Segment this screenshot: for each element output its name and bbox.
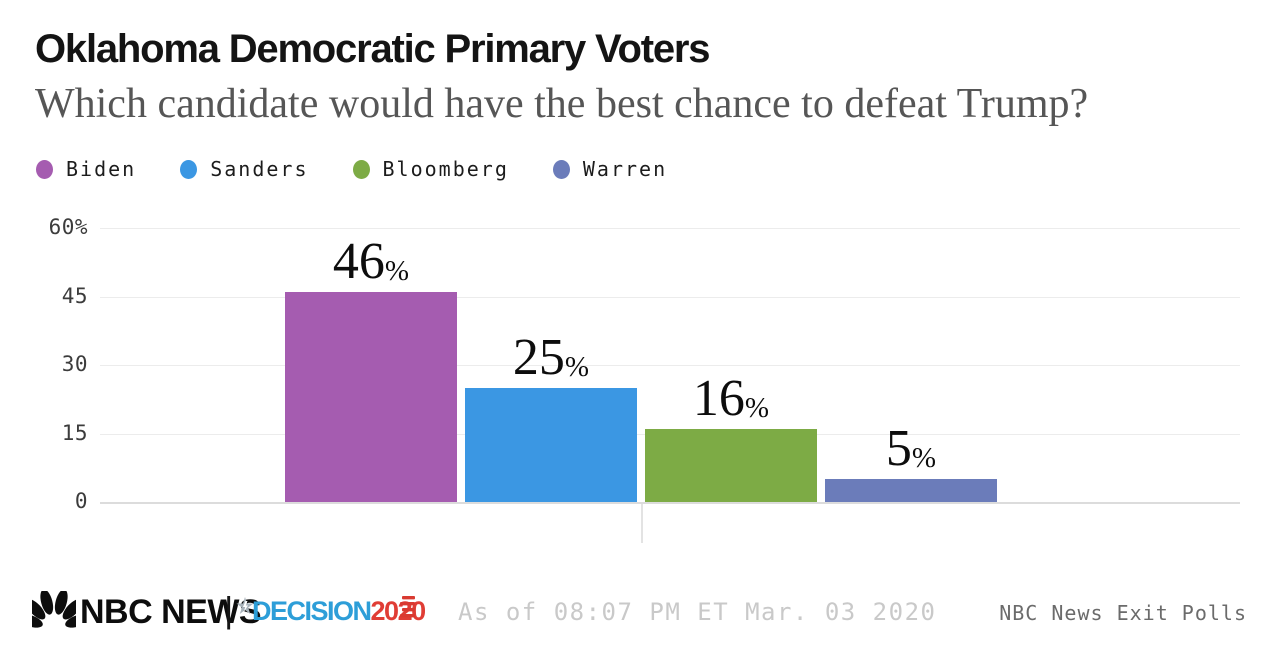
footer-separator: |: [224, 589, 234, 630]
timestamp: As of 08:07 PM ET Mar. 03 2020: [458, 598, 937, 626]
legend-dot-icon: [36, 159, 53, 179]
nbc-news-wordmark: NBC NEWS: [80, 593, 262, 631]
bar-value-number: 25: [512, 329, 565, 387]
gridline-0: [100, 502, 1240, 504]
legend-label: Warren: [582, 157, 668, 181]
y-axis-tick-label: 45: [61, 284, 88, 308]
footer: NBC NEWS | DECISION 2020 As of 08:07 PM …: [0, 585, 1280, 645]
page-title: Oklahoma Democratic Primary Voters: [35, 27, 711, 71]
chart-legend: Biden Sanders Bloomberg Warren: [36, 157, 667, 181]
bar-value-number: 5: [885, 420, 912, 478]
bar-warren: [825, 479, 997, 502]
legend-label: Sanders: [210, 157, 309, 181]
page-subtitle: Which candidate would have the best chan…: [35, 81, 1089, 127]
y-axis-tick-label: 30: [61, 352, 88, 376]
legend-item-biden: Biden: [36, 157, 136, 181]
legend-dot-icon: [552, 159, 570, 179]
percent-sign: %: [744, 391, 770, 424]
legend-item-warren: Warren: [552, 157, 668, 181]
gridline-30: [100, 365, 1240, 366]
legend-dot-icon: [352, 159, 370, 179]
percent-sign: %: [564, 350, 590, 383]
bar-value-label-bloomberg: 16%: [620, 365, 842, 428]
legend-item-sanders: Sanders: [180, 157, 308, 181]
decision-word: DECISION: [252, 596, 372, 626]
bar-value-label-warren: 5%: [800, 415, 1022, 478]
bar-value-number: 46: [332, 233, 385, 291]
bar-chart: 60% 45 30 15 0 46% 25% 16% 5%: [48, 215, 1240, 543]
bar-biden: [285, 292, 457, 502]
bar-bloomberg: [645, 429, 817, 502]
source-credit: NBC News Exit Polls: [999, 601, 1247, 625]
decision-2020-wordmark: DECISION 2020: [252, 596, 427, 627]
bar-value-label-sanders: 25%: [440, 324, 662, 387]
x-axis-center-tick: [641, 504, 643, 543]
y-axis-tick-label: 60%: [48, 215, 88, 239]
y-axis-tick-label: 0: [74, 489, 88, 513]
flag-stripes-icon: [400, 596, 415, 618]
nbc-peacock-icon: [32, 591, 76, 628]
y-axis-tick-label: 15: [61, 421, 88, 445]
legend-label: Biden: [66, 157, 137, 181]
bar-value-label-biden: 46%: [260, 228, 482, 291]
percent-sign: %: [911, 441, 937, 474]
bar-sanders: [465, 388, 637, 502]
bar-value-number: 16: [692, 370, 745, 428]
decision-year: 2020: [370, 596, 427, 626]
percent-sign: %: [384, 254, 410, 287]
gridline-60: [100, 228, 1240, 229]
legend-dot-icon: [180, 159, 198, 179]
decision-star-icon: [236, 597, 254, 614]
legend-label: Bloomberg: [382, 157, 509, 181]
gridline-45: [100, 297, 1240, 298]
legend-item-bloomberg: Bloomberg: [352, 157, 509, 181]
